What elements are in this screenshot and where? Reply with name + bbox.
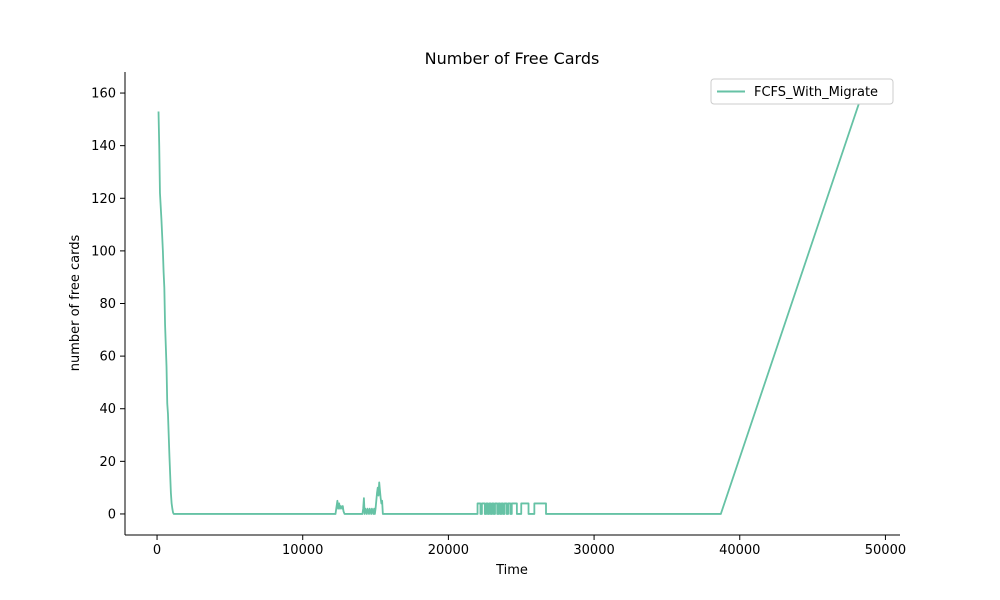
chart-title: Number of Free Cards [425, 49, 600, 68]
y-tick-label: 60 [99, 350, 116, 365]
y-tick-label: 140 [91, 139, 116, 154]
legend-label: FCFS_With_Migrate [754, 85, 878, 100]
x-tick-label: 40000 [719, 543, 760, 558]
series-line [157, 98, 862, 515]
plot-area [157, 98, 862, 515]
x-tick-label: 10000 [282, 543, 323, 558]
x-tick-label: 50000 [865, 543, 906, 558]
x-tick-label: 20000 [428, 543, 469, 558]
y-tick-label: 20 [99, 455, 116, 470]
y-tick-label: 80 [99, 297, 116, 312]
y-axis-title: number of free cards [68, 235, 83, 372]
legend-box [710, 78, 894, 105]
legend: FCFS_With_Migrate [710, 78, 894, 105]
y-tick-label: 40 [99, 402, 116, 417]
x-axis-title: Time [495, 563, 528, 578]
x-tick-label: 30000 [573, 543, 614, 558]
y-tick-label: 120 [91, 192, 116, 207]
x-tick-label: 0 [153, 543, 161, 558]
y-tick-label: 0 [108, 507, 116, 522]
y-tick-label: 160 [91, 87, 116, 102]
x-ticks: 0 10000 20000 30000 40000 50000 [153, 535, 906, 558]
y-tick-label: 100 [91, 244, 116, 259]
y-ticks: 0 20 40 60 80 100 120 140 160 [91, 87, 125, 522]
